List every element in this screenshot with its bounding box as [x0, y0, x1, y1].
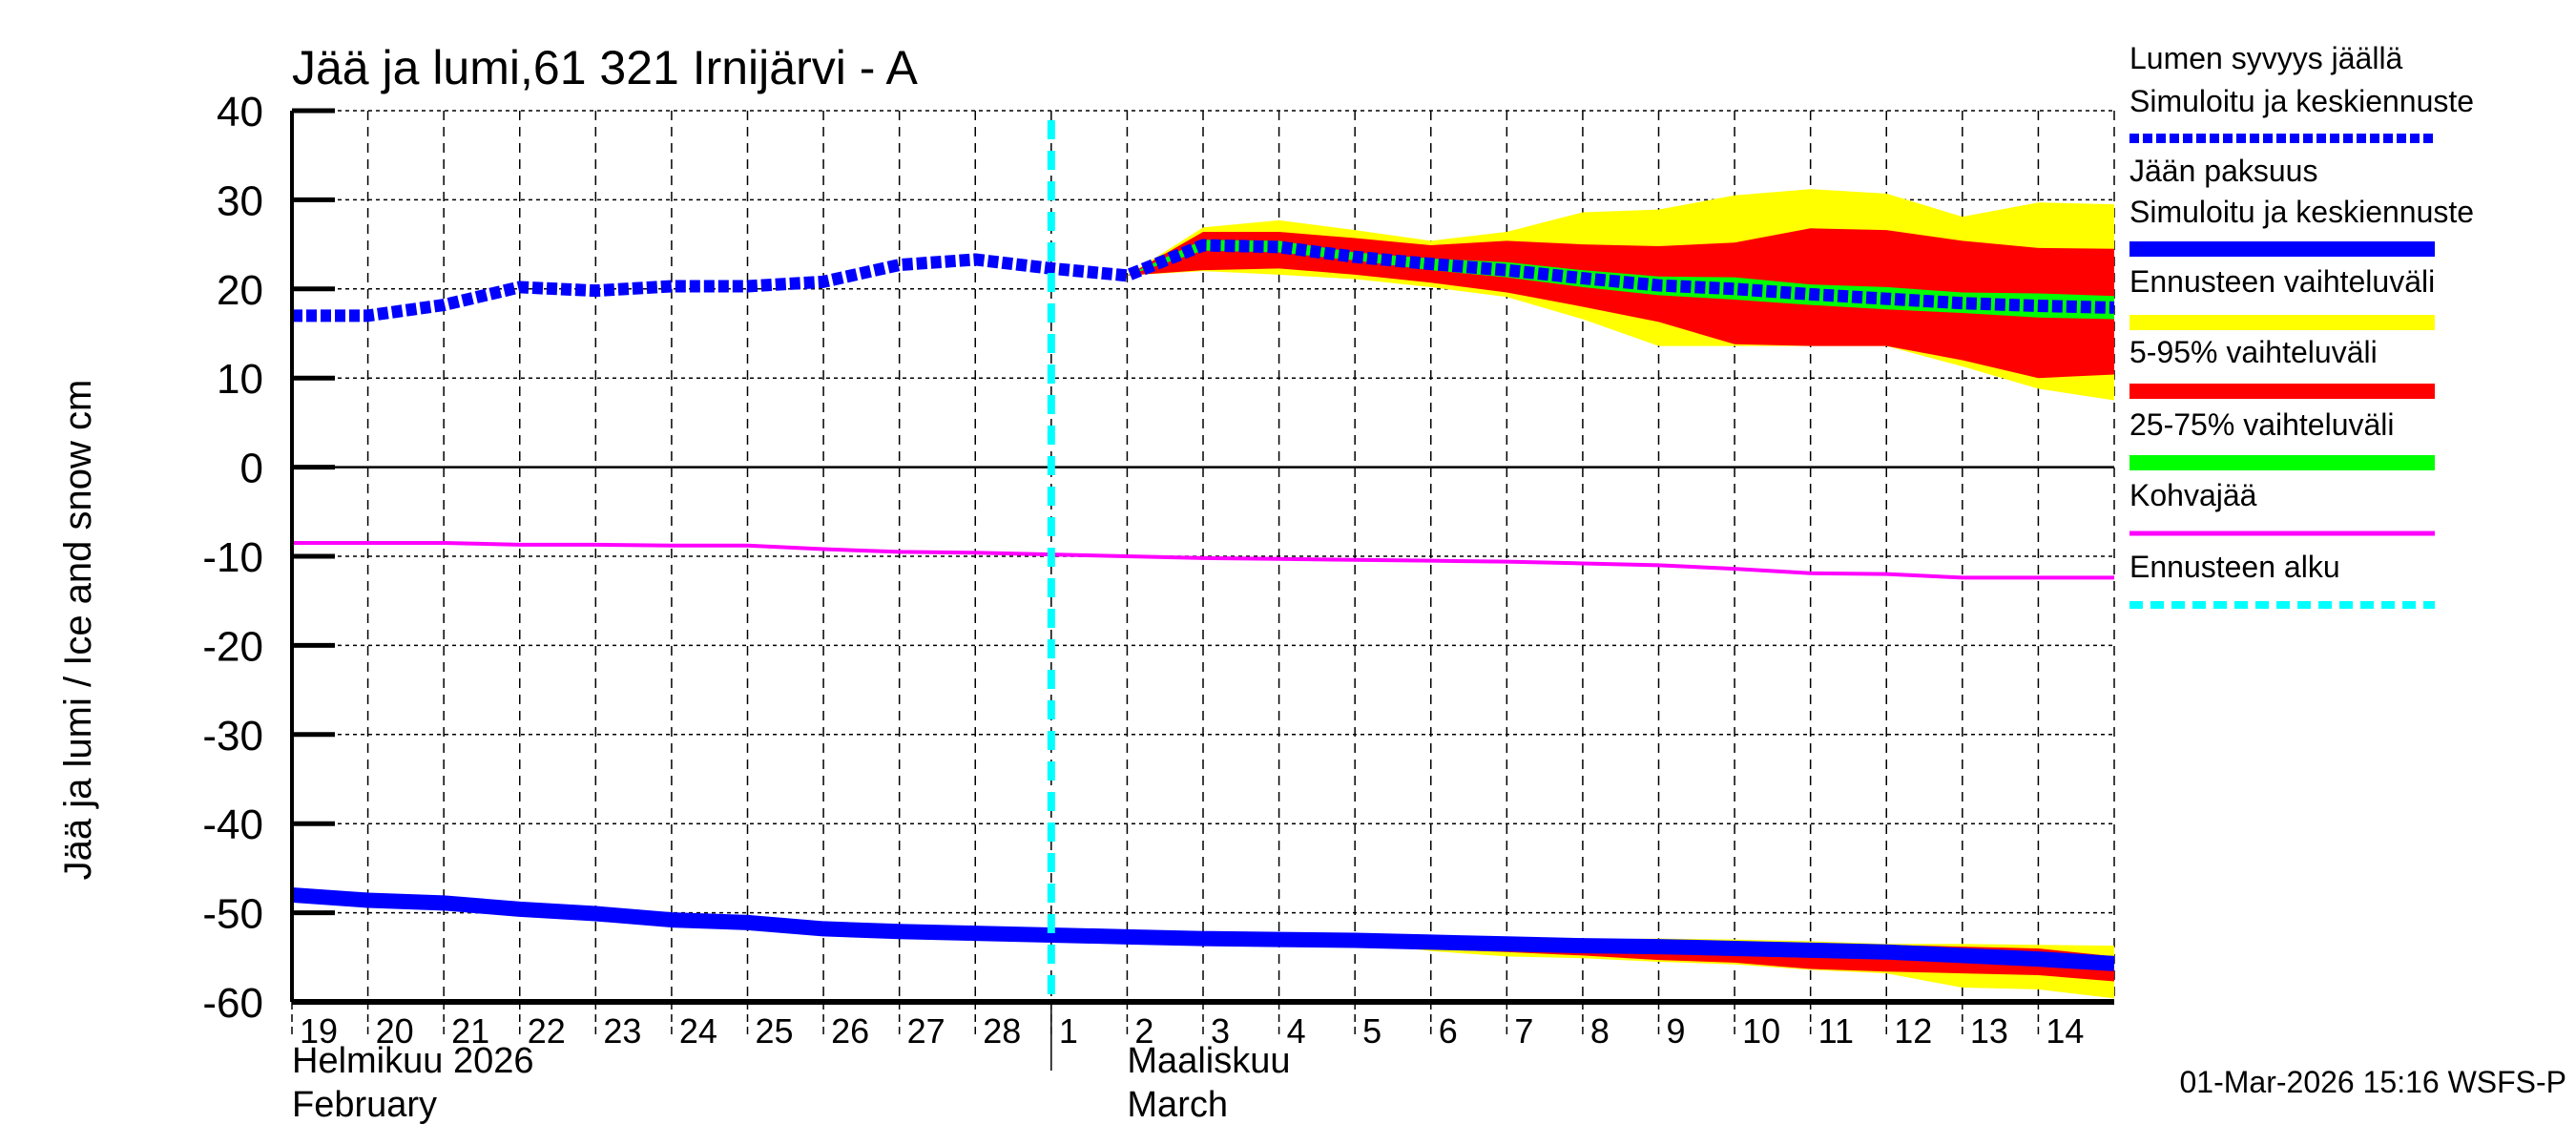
x-tick-label: 24: [679, 1011, 717, 1051]
timestamp: 01-Mar-2026 15:16 WSFS-P: [2180, 1065, 2567, 1099]
forecast-bands: [1127, 189, 2114, 999]
legend-sublabel: Simuloitu ja keskiennuste: [2129, 84, 2474, 118]
x-tick-label: 7: [1514, 1011, 1533, 1051]
month-label: Helmikuu 2026: [292, 1041, 533, 1081]
y-tick-label: -60: [202, 980, 263, 1027]
x-tick-label: 1: [1059, 1011, 1078, 1051]
legend-label: 5-95% vaihteluväli: [2129, 335, 2378, 369]
snow-depth-line: [292, 239, 2115, 323]
x-tick-label: 26: [831, 1011, 869, 1051]
x-tick-label: 8: [1590, 1011, 1610, 1051]
x-tick-label: 27: [907, 1011, 945, 1051]
y-axis-label: Jää ja lumi / Ice and snow cm: [57, 380, 99, 881]
x-tick-label: 28: [983, 1011, 1021, 1051]
y-tick-label: -20: [202, 623, 263, 670]
x-tick-label: 9: [1667, 1011, 1686, 1051]
chart-title: Jää ja lumi,61 321 Irnijärvi - A: [292, 41, 919, 94]
y-tick-label: -10: [202, 534, 263, 581]
ice-thickness-line: [291, 886, 2115, 971]
y-tick-label: 30: [217, 177, 263, 224]
x-tick-label: 4: [1287, 1011, 1306, 1051]
legend-sublabel: Simuloitu ja keskiennuste: [2129, 195, 2474, 229]
legend-label: Lumen syvyys jäällä: [2129, 41, 2403, 75]
legend-label: Kohvajää: [2129, 478, 2257, 512]
series-lines: [291, 120, 2115, 1002]
month-label: Maaliskuu: [1127, 1041, 1290, 1081]
x-tick-label: 3: [1211, 1011, 1230, 1051]
x-tick-label: 25: [756, 1011, 794, 1051]
y-tick-label: 40: [217, 89, 263, 135]
y-tick-label: 10: [217, 356, 263, 403]
x-tick-label: 20: [376, 1011, 414, 1051]
x-tick-label: 23: [603, 1011, 641, 1051]
legend-label: Ennusteen alku: [2129, 550, 2340, 584]
month-label-en: March: [1127, 1085, 1228, 1125]
legend: Lumen syvyys jäällä Simuloitu ja keskienn…: [2129, 41, 2474, 609]
legend-label: Jään paksuus: [2129, 154, 2317, 188]
x-tick-label: 10: [1742, 1011, 1780, 1051]
y-tick-label: -40: [202, 802, 263, 848]
snow-p5-95-band: [1127, 228, 2114, 379]
x-tick-label: 14: [2046, 1011, 2084, 1051]
x-tick-label: 6: [1439, 1011, 1458, 1051]
y-tick-label: -50: [202, 891, 263, 938]
legend-label: 25-75% vaihteluväli: [2129, 407, 2395, 442]
x-tick-label: 19: [300, 1011, 338, 1051]
x-tick-label: 11: [1818, 1011, 1854, 1051]
x-tick-label: 13: [1970, 1011, 2008, 1051]
y-tick-label: 20: [217, 267, 263, 314]
x-tick-label: 5: [1362, 1011, 1381, 1051]
y-tick-label: -30: [202, 713, 263, 760]
x-tick-label: 22: [528, 1011, 566, 1051]
x-tick-label: 21: [451, 1011, 489, 1051]
x-tick-label: 2: [1134, 1011, 1153, 1051]
month-label-en: February: [292, 1085, 437, 1125]
slush-ice-line: [292, 540, 2114, 580]
x-tick-label: 12: [1894, 1011, 1932, 1051]
y-tick-label: 0: [240, 446, 263, 492]
legend-label: Ennusteen vaihteluväli: [2129, 264, 2435, 299]
